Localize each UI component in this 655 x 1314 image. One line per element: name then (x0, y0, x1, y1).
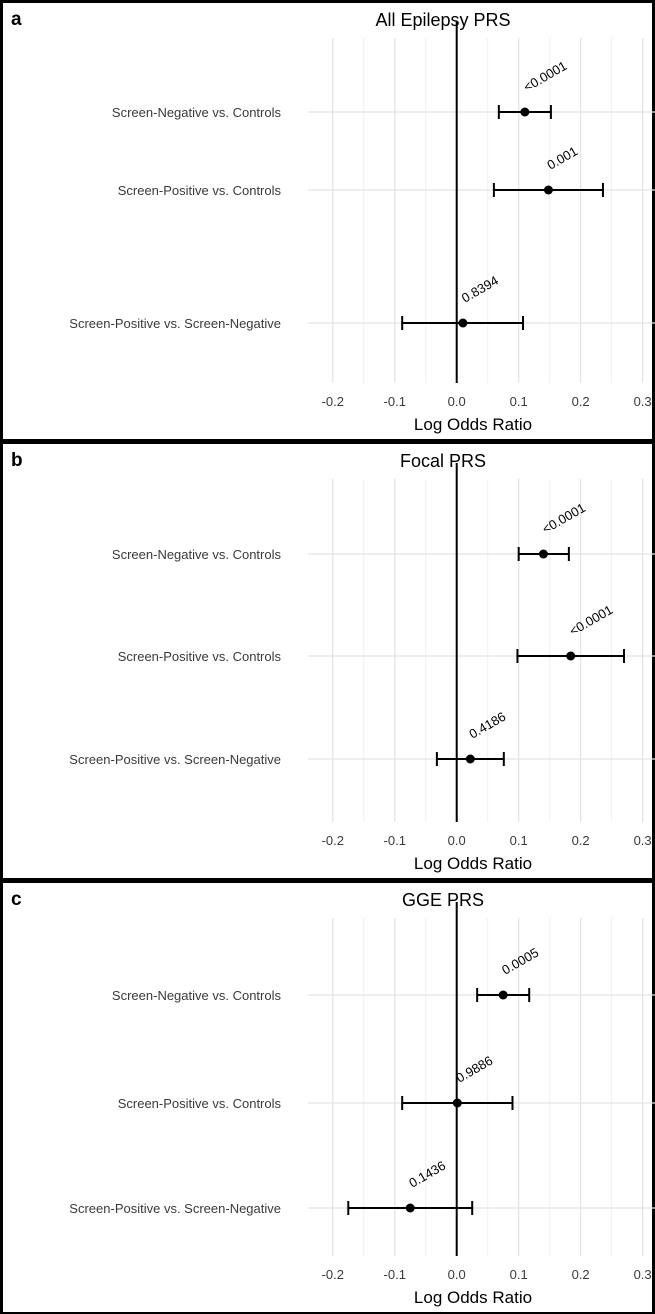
panel-label: c (11, 889, 22, 910)
estimate-point (566, 651, 576, 661)
estimate-point (543, 185, 553, 195)
p-value-label: 0.9886 (453, 1053, 495, 1086)
panel-a: a All Epilepsy PRS Screen-Negative vs. Con… (0, 0, 655, 442)
panel-border (0, 880, 655, 1314)
x-tick-label: -0.1 (384, 394, 406, 409)
row-label: Screen-Positive vs. Controls (118, 649, 282, 664)
panel-title: Focal PRS (400, 451, 486, 471)
p-value-label: 0.1436 (406, 1158, 448, 1191)
estimate-point (452, 1098, 462, 1108)
x-tick-label: 0.0 (448, 394, 466, 409)
x-tick-label: 0.3 (634, 394, 652, 409)
panel-border (0, 441, 655, 881)
x-tick-label: 0.2 (572, 394, 590, 409)
panel-b: b Focal PRS Screen-Negative vs. Controls <0… (0, 441, 655, 881)
panel-title: All Epilepsy PRS (375, 10, 510, 30)
row-label: Screen-Positive vs. Screen-Negative (69, 752, 281, 767)
x-axis-label: Log Odds Ratio (414, 854, 532, 873)
panel-label: b (11, 450, 23, 471)
x-tick-label: 0.1 (510, 833, 528, 848)
row-label: Screen-Negative vs. Controls (112, 547, 282, 562)
x-tick-label: 0.1 (510, 1267, 528, 1282)
panel-label: a (11, 9, 22, 30)
estimate-point (405, 1203, 415, 1213)
estimate-point (538, 549, 548, 559)
panel-title: GGE PRS (402, 890, 484, 910)
p-value-label: 0.0005 (499, 945, 541, 978)
row-label: Screen-Positive vs. Controls (118, 183, 282, 198)
x-axis-label: Log Odds Ratio (414, 1288, 532, 1307)
estimate-point (458, 318, 468, 328)
p-value-label: <0.0001 (521, 58, 570, 95)
row-label: Screen-Positive vs. Screen-Negative (69, 1201, 281, 1216)
x-tick-label: 0.0 (448, 1267, 466, 1282)
x-tick-label: 0.2 (572, 1267, 590, 1282)
x-tick-label: 0.3 (634, 833, 652, 848)
row-label: Screen-Positive vs. Screen-Negative (69, 316, 281, 331)
row-label: Screen-Positive vs. Controls (118, 1096, 282, 1111)
x-tick-label: -0.2 (322, 1267, 344, 1282)
x-tick-label: -0.2 (322, 833, 344, 848)
x-tick-label: 0.2 (572, 833, 590, 848)
x-axis-label: Log Odds Ratio (414, 415, 532, 434)
x-tick-label: 0.0 (448, 833, 466, 848)
x-tick-label: -0.1 (384, 833, 406, 848)
estimate-point (498, 990, 508, 1000)
p-value-label: <0.0001 (567, 602, 616, 639)
panel-border (0, 0, 655, 442)
row-label: Screen-Negative vs. Controls (112, 988, 282, 1003)
x-tick-label: -0.1 (384, 1267, 406, 1282)
estimate-point (520, 107, 530, 117)
p-value-label: 0.8394 (459, 273, 501, 306)
estimate-point (465, 754, 475, 764)
x-tick-label: -0.2 (322, 394, 344, 409)
x-tick-label: 0.1 (510, 394, 528, 409)
row-label: Screen-Negative vs. Controls (112, 105, 282, 120)
x-tick-label: 0.3 (634, 1267, 652, 1282)
